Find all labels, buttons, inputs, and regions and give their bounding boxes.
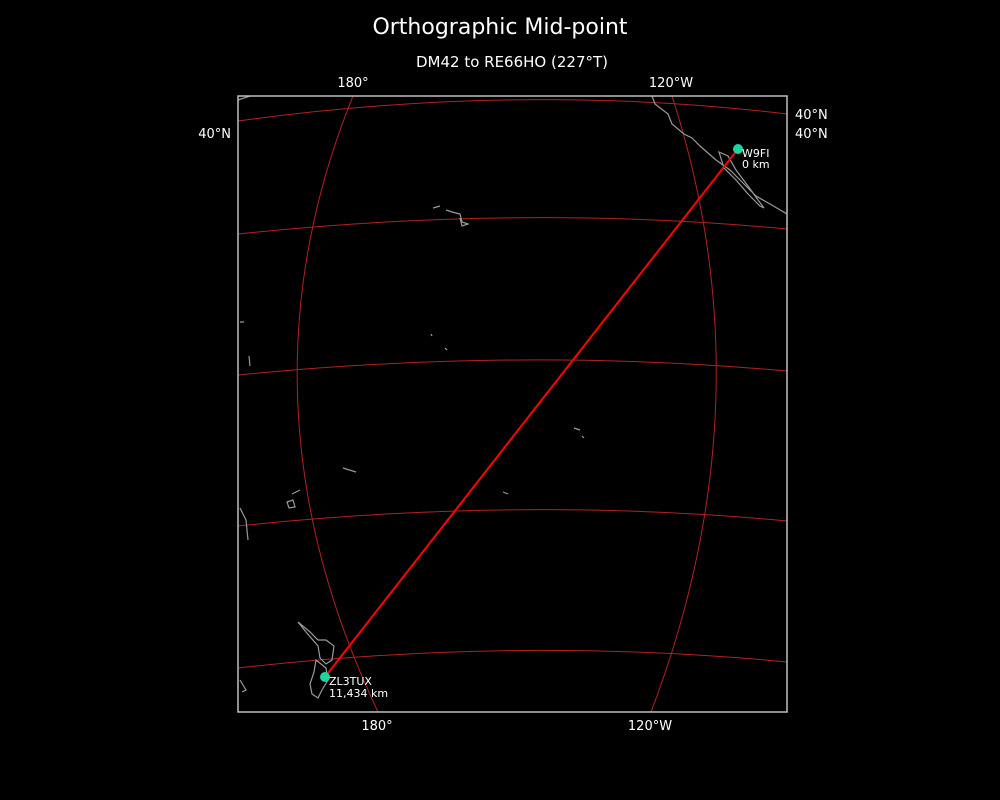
- parallel-line: [238, 509, 787, 527]
- meridian-line: [650, 96, 717, 712]
- station-w9fi[interactable]: W9FI 0 km: [733, 144, 770, 171]
- coastline-new-zealand-north: [297, 621, 335, 665]
- meridian-line: [296, 96, 379, 712]
- parallel-line: [238, 359, 787, 376]
- station-marker[interactable]: [733, 144, 743, 154]
- station-distance: 11,434 km: [329, 687, 388, 700]
- left-label-40n: 40°N: [198, 127, 231, 142]
- station-zl3tux[interactable]: ZL3TUX 11,434 km: [320, 672, 388, 700]
- coastline-north-america: [651, 96, 787, 215]
- coastline-islands: [238, 96, 585, 693]
- right-label-40n-2: 40°N: [795, 127, 828, 142]
- great-circle-path: [324, 148, 739, 678]
- coastlines: [238, 96, 787, 699]
- top-label-120w: 120°W: [649, 76, 693, 91]
- graticule: [238, 96, 787, 712]
- coastline-baja: [718, 150, 765, 209]
- station-call: ZL3TUX: [329, 675, 372, 688]
- parallel-line: [238, 99, 787, 122]
- map-subtitle: DM42 to RE66HO (227°T): [416, 53, 608, 71]
- top-label-180: 180°: [337, 76, 368, 91]
- bottom-label-120w: 120°W: [628, 719, 672, 734]
- coastline-new-zealand-south: [309, 658, 329, 699]
- station-marker[interactable]: [320, 672, 330, 682]
- right-label-40n-1: 40°N: [795, 108, 828, 123]
- coastline-hawaii: [432, 205, 470, 227]
- station-call: W9FI: [742, 147, 769, 160]
- station-distance: 0 km: [742, 158, 770, 171]
- map-area: [238, 96, 787, 712]
- map-title: Orthographic Mid-point: [372, 15, 627, 40]
- map-frame: [237, 95, 788, 713]
- parallel-line: [238, 217, 787, 235]
- bottom-label-180: 180°: [361, 719, 392, 734]
